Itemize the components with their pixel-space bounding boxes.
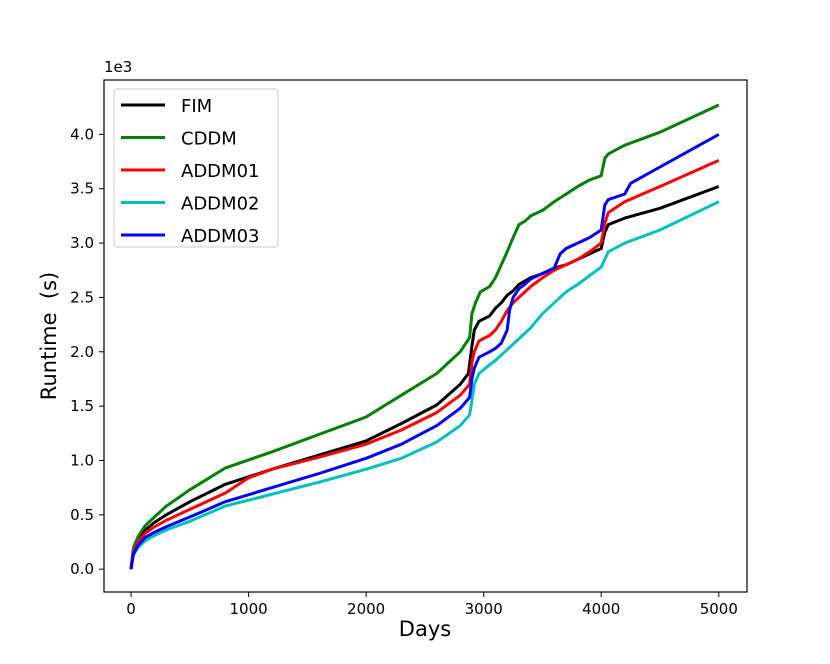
legend-label-addm03: ADDM03	[181, 226, 259, 247]
series-line-addm01	[129, 159, 720, 570]
legend: FIM CDDM ADDM01 ADDM02 ADDM03	[113, 88, 279, 248]
x-tick-label: 0	[126, 600, 136, 618]
y-tick-label: 0.0	[70, 560, 94, 578]
series-line-addm03	[129, 133, 720, 570]
plot-frame	[103, 79, 748, 593]
series-line-fim	[129, 185, 720, 570]
y-tick-label: 0.5	[70, 506, 94, 524]
legend-label-cddm: CDDM	[181, 129, 237, 150]
y-tick-label: 3.5	[70, 180, 94, 198]
series-line-cddm	[129, 103, 720, 570]
x-tick-label: 3000	[465, 600, 503, 618]
legend-entries: FIM CDDM ADDM01 ADDM02 ADDM03	[121, 96, 259, 247]
legend-frame	[113, 88, 279, 248]
x-tick-label: 1000	[229, 600, 267, 618]
series-line-addm02	[129, 200, 720, 570]
y-tick-label: 4.0	[70, 125, 94, 143]
y-axis-label: Runtime (s)	[37, 272, 61, 400]
x-tick-label: 5000	[700, 600, 738, 618]
x-tick-label: 4000	[582, 600, 620, 618]
x-tick-label: 2000	[347, 600, 385, 618]
legend-label-addm02: ADDM02	[181, 194, 259, 215]
x-axis-ticks: 0 1000 2000 3000 4000 5000	[126, 592, 738, 618]
y-tick-label: 2.5	[70, 288, 94, 306]
axis-offset-label: 1e3	[104, 58, 132, 76]
legend-label-fim: FIM	[181, 96, 212, 117]
y-axis-ticks: 0.0 0.5 1.0 1.5 2.0 2.5 3.0 3.5 4.0	[70, 125, 104, 578]
legend-label-addm01: ADDM01	[181, 161, 259, 182]
x-axis-label: Days	[399, 617, 451, 641]
series-layer	[129, 103, 720, 570]
y-tick-label: 1.5	[70, 397, 94, 415]
y-tick-label: 3.0	[70, 234, 94, 252]
y-tick-label: 2.0	[70, 343, 94, 361]
y-tick-label: 1.0	[70, 451, 94, 469]
